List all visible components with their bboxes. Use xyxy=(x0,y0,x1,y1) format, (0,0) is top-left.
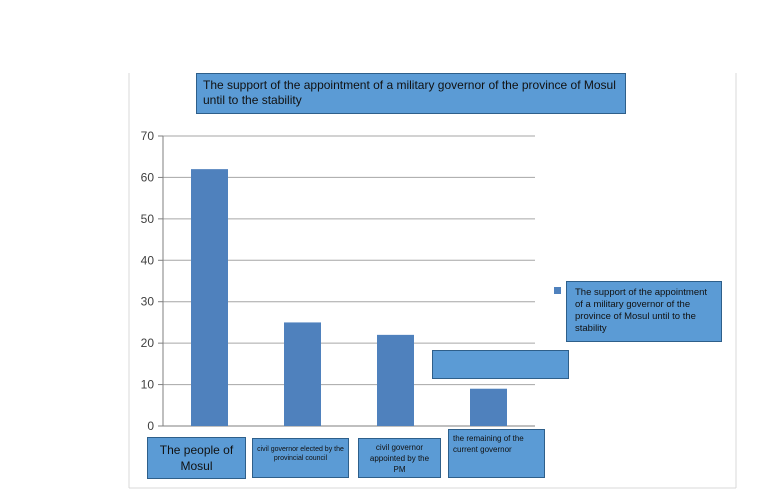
category-label-current-governor: the remaining of the current governor xyxy=(448,429,545,478)
bar-1 xyxy=(284,322,321,426)
y-tick-label: 10 xyxy=(141,378,155,392)
category-label-elected-governor: civil governor elected by the provincial… xyxy=(252,438,349,478)
category-label-appointed-governor: civil governor appointed by the PM xyxy=(358,438,441,478)
y-tick-label: 30 xyxy=(141,295,155,309)
y-tick-label: 50 xyxy=(141,212,155,226)
y-tick-label: 40 xyxy=(141,253,155,267)
y-tick-label: 60 xyxy=(141,170,155,184)
bar-2 xyxy=(377,334,414,426)
blank-label-box xyxy=(432,350,569,379)
category-label-people-of-mosul: The people of Mosul xyxy=(147,437,246,479)
axis-layer: 0 10 20 30 40 50 60 70 xyxy=(141,129,535,433)
bar-3 xyxy=(470,388,507,426)
legend-entry: The support of the appointment of a mili… xyxy=(566,281,722,342)
y-tick-label: 70 xyxy=(141,129,155,143)
legend-swatch xyxy=(554,287,561,294)
chart-title: The support of the appointment of a mili… xyxy=(196,73,626,114)
bars-layer xyxy=(191,169,507,426)
bar-0 xyxy=(191,169,228,426)
y-tick-label: 20 xyxy=(141,336,155,350)
y-tick-label: 0 xyxy=(147,419,154,433)
